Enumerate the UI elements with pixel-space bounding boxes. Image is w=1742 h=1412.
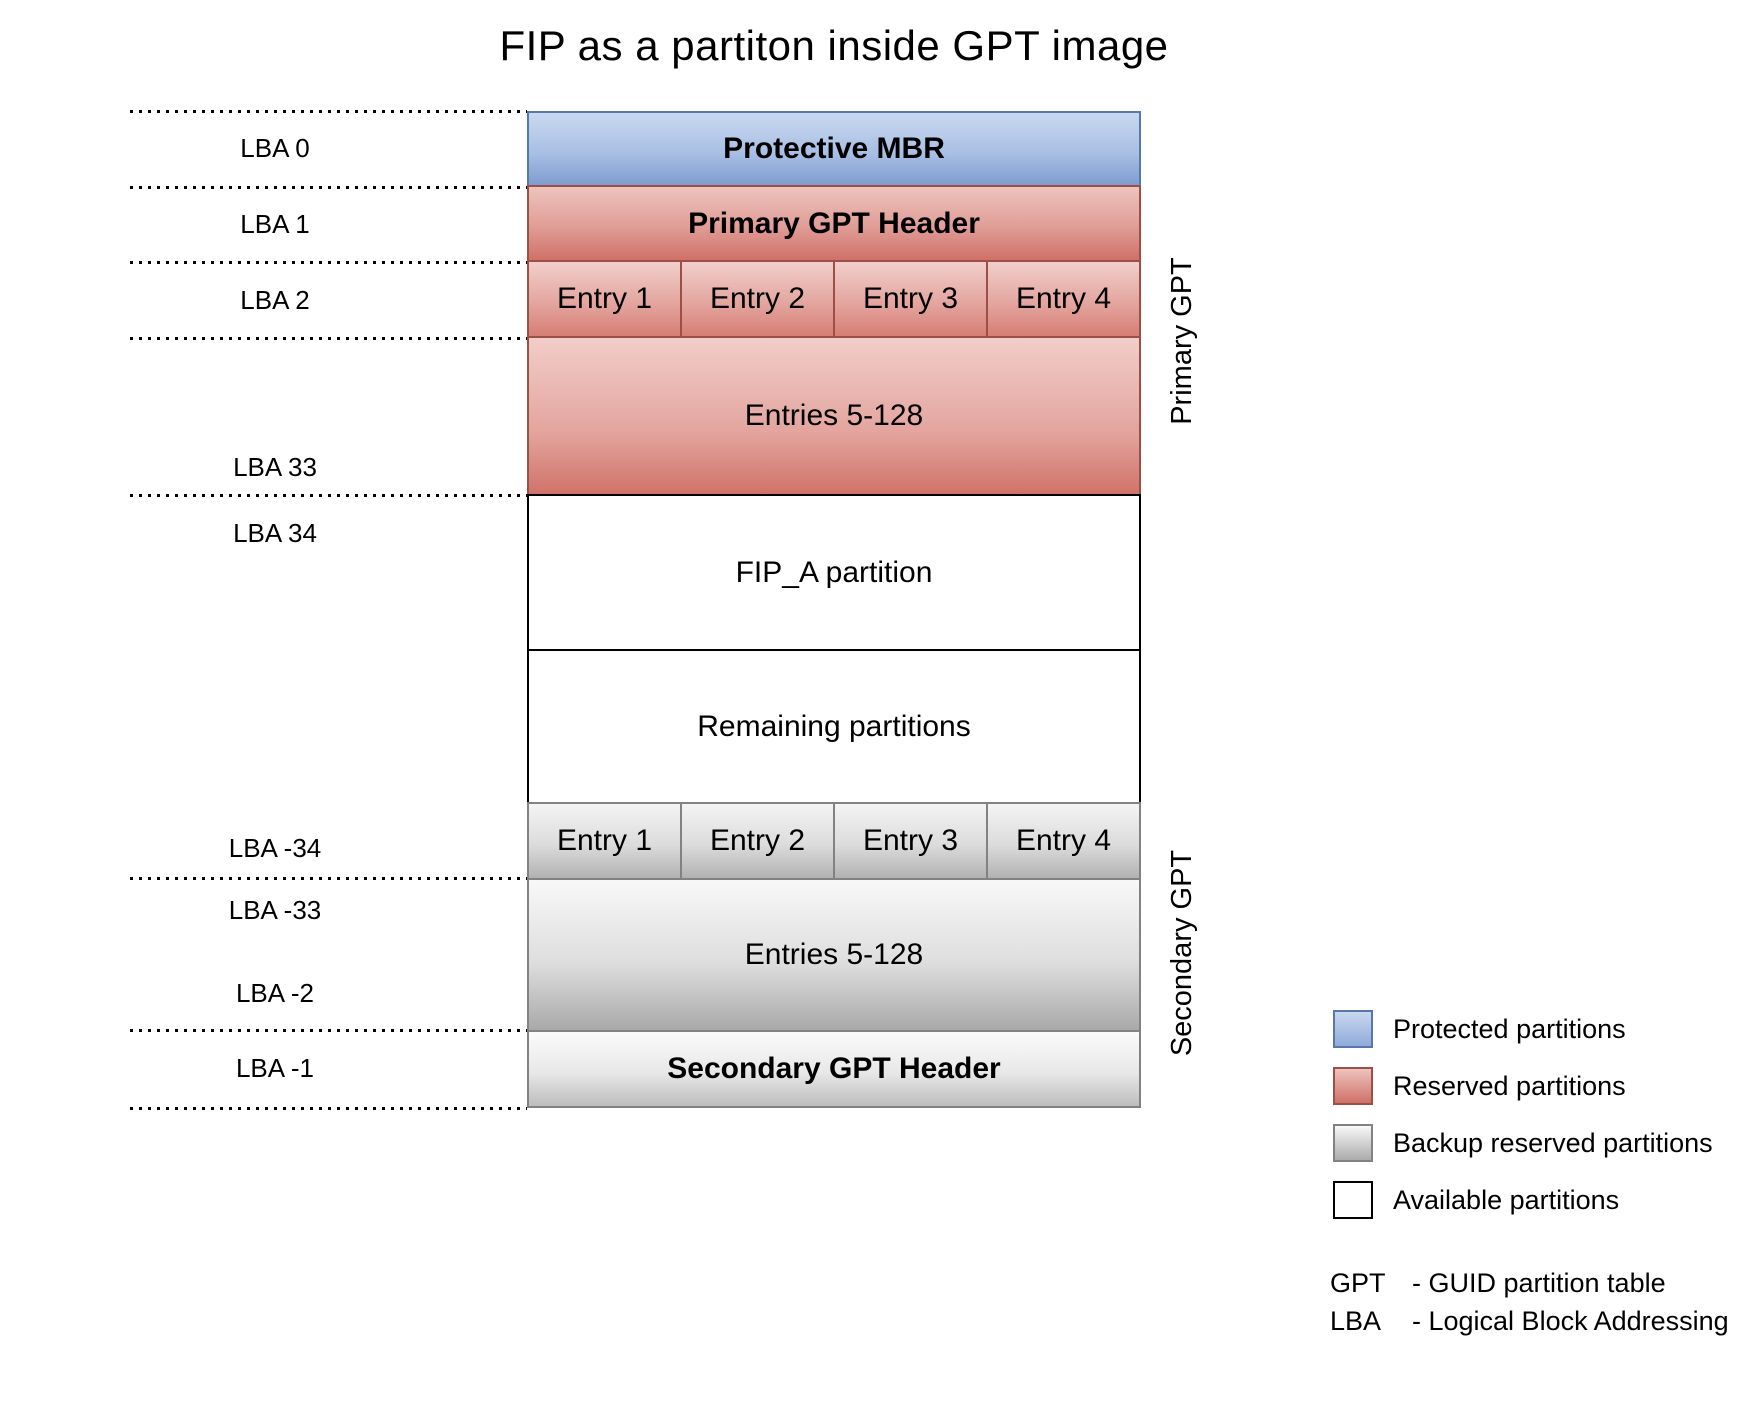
- block-secondary-entries-5-128: Entries 5-128: [527, 878, 1141, 1032]
- lba-boundary-line: [130, 877, 527, 880]
- lba-label: LBA 1: [240, 209, 310, 239]
- legend-item-reserved: Reserved partitions: [1333, 1067, 1626, 1105]
- entry-cell: Entry 4: [986, 804, 1139, 878]
- entry-cell: Entry 1: [529, 262, 680, 336]
- abbreviation-term: LBA: [1330, 1306, 1382, 1336]
- block-remaining-partitions: Remaining partitions: [527, 649, 1141, 804]
- abbreviation-definition: - GUID partition table: [1412, 1268, 1666, 1298]
- block-primary-entry-row: Entry 1 Entry 2 Entry 3 Entry 4: [527, 260, 1141, 338]
- lba-label: LBA -1: [235, 1053, 315, 1083]
- lba-label: LBA 0: [240, 133, 310, 163]
- protected-partition-swatch-icon: [1333, 1010, 1373, 1048]
- entry-cell: Entry 4: [986, 262, 1139, 336]
- lba-boundary-line: [130, 261, 527, 264]
- lba-boundary-line: [130, 494, 527, 497]
- legend-label: Protected partitions: [1393, 1013, 1626, 1044]
- legend-label: Backup reserved partitions: [1393, 1127, 1713, 1158]
- block-secondary-entry-row: Entry 1 Entry 2 Entry 3 Entry 4: [527, 802, 1141, 880]
- legend-label: Reserved partitions: [1393, 1070, 1626, 1101]
- lba-label: LBA 2: [240, 285, 310, 315]
- legend-item-available: Available partitions: [1333, 1181, 1619, 1219]
- entry-cell: Entry 2: [680, 262, 833, 336]
- lba-boundary-line: [130, 337, 527, 340]
- backup-partition-swatch-icon: [1333, 1124, 1373, 1162]
- lba-label: LBA -2: [235, 978, 315, 1008]
- lba-boundary-line: [130, 110, 527, 113]
- block-primary-gpt-header: Primary GPT Header: [527, 185, 1141, 262]
- reserved-partition-swatch-icon: [1333, 1067, 1373, 1105]
- legend-item-protected: Protected partitions: [1333, 1010, 1626, 1048]
- block-protective-mbr: Protective MBR: [527, 111, 1141, 187]
- abbreviation-lba: LBA - Logical Block Addressing: [1330, 1306, 1729, 1337]
- lba-boundary-line: [130, 186, 527, 189]
- abbreviation-definition: - Logical Block Addressing: [1412, 1306, 1729, 1336]
- abbreviation-gpt: GPT - GUID partition table: [1330, 1268, 1666, 1299]
- lba-label: LBA 34: [233, 518, 317, 548]
- lba-boundary-line: [130, 1029, 527, 1032]
- entry-cell: Entry 3: [833, 262, 986, 336]
- lba-label: LBA 33: [233, 452, 317, 482]
- diagram-title: FIP as a partiton inside GPT image: [499, 22, 1169, 69]
- primary-gpt-side-label: Primary GPT: [1166, 257, 1198, 425]
- lba-label: LBA -34: [228, 833, 322, 863]
- partition-stack: Protective MBR Primary GPT Header Entry …: [527, 111, 1141, 1108]
- available-partition-swatch-icon: [1333, 1181, 1373, 1219]
- block-fip-a-partition: FIP_A partition: [527, 494, 1141, 651]
- block-secondary-gpt-header: Secondary GPT Header: [527, 1030, 1141, 1108]
- lba-boundary-line: [130, 1107, 527, 1110]
- legend-item-backup: Backup reserved partitions: [1333, 1124, 1713, 1162]
- abbreviation-term: GPT: [1330, 1268, 1386, 1298]
- entry-cell: Entry 3: [833, 804, 986, 878]
- entry-cell: Entry 1: [529, 804, 680, 878]
- lba-label: LBA -33: [228, 895, 322, 925]
- block-primary-entries-5-128: Entries 5-128: [527, 336, 1141, 496]
- legend-label: Available partitions: [1393, 1184, 1620, 1215]
- entry-cell: Entry 2: [680, 804, 833, 878]
- secondary-gpt-side-label: Secondary GPT: [1166, 849, 1198, 1057]
